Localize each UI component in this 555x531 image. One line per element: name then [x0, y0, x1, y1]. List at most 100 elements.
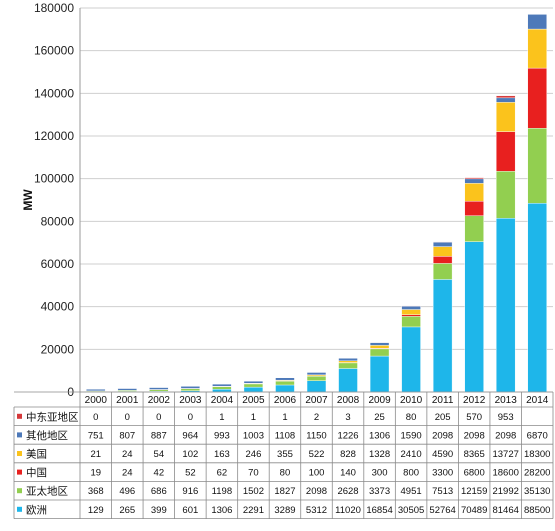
bar-segment [369, 342, 390, 346]
bar-segment [401, 314, 421, 317]
bar-segment [149, 389, 169, 392]
data-label: 70489 [461, 505, 487, 516]
data-label: 81464 [492, 505, 518, 516]
data-label: 1827 [274, 486, 295, 497]
y-tick-label: 120000 [34, 129, 74, 143]
data-label: 1150 [306, 430, 326, 441]
data-label: 807 [119, 430, 135, 441]
data-label: 300 [372, 468, 388, 479]
data-label: 1306 [211, 505, 232, 516]
data-label: 1 [219, 412, 224, 423]
legend-swatch [17, 432, 22, 438]
bar-segment [180, 386, 201, 389]
legend-swatch [17, 506, 22, 512]
bar-segment [527, 202, 547, 393]
bar-segment [212, 389, 232, 393]
bar-segment [369, 355, 390, 393]
legend-label: 美国 [26, 448, 47, 461]
data-label: 24 [122, 449, 133, 460]
data-label: 2 [314, 412, 319, 423]
bar-segment [527, 128, 547, 204]
bar-segment [432, 256, 453, 264]
data-label: 3373 [369, 486, 390, 497]
legend-swatch [17, 469, 22, 475]
data-label: 13727 [492, 449, 518, 460]
bar-segment [496, 102, 516, 132]
data-label: 35130 [524, 486, 550, 497]
bar-segment [432, 263, 453, 280]
bar-segment [432, 279, 453, 393]
data-label: 1003 [243, 430, 264, 441]
y-tick-label: 80000 [41, 214, 75, 228]
data-label: 828 [340, 449, 356, 460]
data-label: 102 [182, 449, 198, 460]
data-label: 100 [309, 468, 325, 479]
data-label: 1108 [275, 430, 295, 441]
bar-segment [369, 348, 390, 357]
bar-segment [464, 215, 484, 242]
data-label: 24 [122, 468, 133, 479]
data-label: 18300 [524, 449, 550, 460]
x-tick-label: 2007 [305, 395, 328, 406]
data-label: 1 [282, 412, 287, 423]
bar-segment [527, 67, 547, 129]
bar-segment [243, 383, 264, 388]
y-axis-label: MW [21, 189, 35, 211]
bar-segment [306, 380, 327, 393]
data-label: 0 [125, 412, 130, 423]
data-label: 1590 [401, 430, 422, 441]
bar-segment [464, 200, 484, 216]
data-label: 1198 [212, 486, 232, 497]
data-label: 4951 [401, 486, 422, 497]
legend-swatch [17, 488, 22, 494]
bar-segment [496, 95, 516, 99]
y-tick-label: 180000 [34, 1, 74, 15]
data-label: 1306 [369, 430, 390, 441]
legend-label: 其他地区 [26, 429, 68, 442]
data-label: 355 [277, 449, 293, 460]
data-label: 16854 [366, 505, 392, 516]
bar-segment [401, 309, 421, 315]
data-label: 205 [435, 412, 451, 423]
data-label: 25 [374, 412, 385, 423]
x-tick-label: 2002 [148, 395, 171, 406]
bar-segment [432, 241, 453, 247]
data-label: 3300 [432, 468, 453, 479]
bar-segment [243, 386, 264, 393]
data-label: 42 [154, 468, 165, 479]
bar-segment [275, 377, 295, 381]
bar-segment [464, 241, 484, 393]
x-tick-label: 2011 [432, 395, 454, 406]
bar-segment [275, 384, 295, 393]
data-label: 246 [246, 449, 262, 460]
bar-segment [306, 372, 327, 376]
bar-segment [212, 383, 232, 387]
x-tick-label: 2008 [337, 395, 360, 406]
data-label: 52 [185, 468, 196, 479]
data-label: 2098 [306, 486, 327, 497]
data-label: 800 [403, 468, 419, 479]
x-tick-label: 2005 [242, 395, 265, 406]
x-tick-label: 2004 [211, 395, 234, 406]
x-tick-label: 2001 [116, 395, 139, 406]
x-tick-label: 2006 [274, 395, 297, 406]
data-label: 570 [466, 412, 482, 423]
data-label: 2098 [432, 430, 453, 441]
data-label: 1502 [243, 486, 264, 497]
data-label: 6800 [464, 468, 485, 479]
bar-segment [401, 316, 421, 328]
data-label: 19 [90, 468, 101, 479]
data-table: 2000 2001 2002 2003 2004 2005 2006 2007 2008 2009… [13, 391, 554, 519]
data-label: 1226 [337, 430, 358, 441]
bar-segment [496, 171, 516, 219]
bar-segment [338, 360, 358, 363]
data-label: 80 [406, 412, 417, 423]
bar-segment [180, 388, 201, 391]
x-tick-label: 2012 [463, 395, 486, 406]
legend-swatch [17, 413, 22, 419]
data-label: 953 [498, 412, 514, 423]
bar-segment [369, 345, 390, 349]
y-tick-label: 140000 [34, 86, 74, 100]
bar-segment [338, 362, 358, 369]
